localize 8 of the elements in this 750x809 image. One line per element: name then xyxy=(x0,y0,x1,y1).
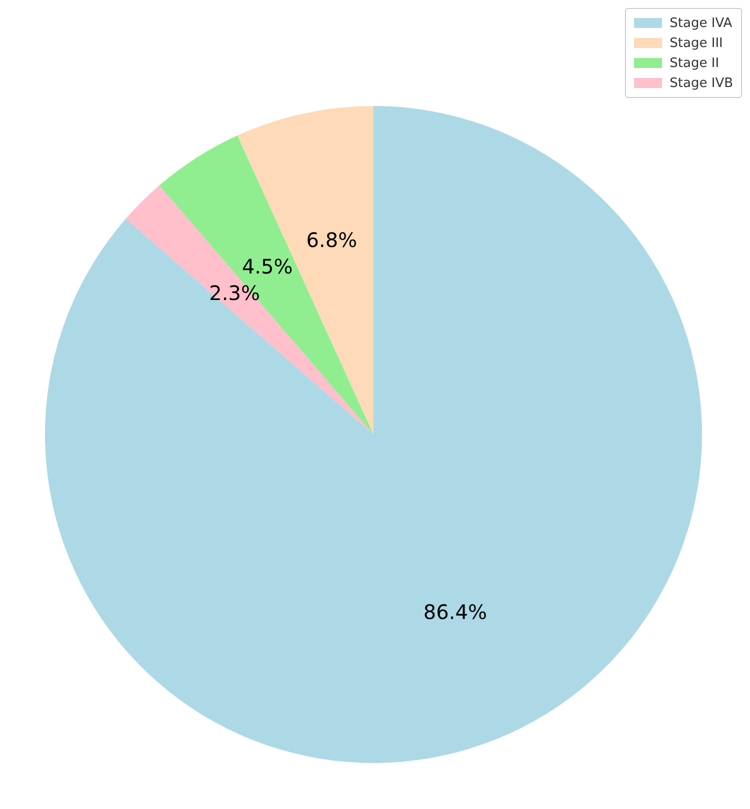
legend-label: Stage III xyxy=(670,36,723,50)
legend-label: Stage IVA xyxy=(670,16,732,30)
data-label: 6.8% xyxy=(306,228,358,252)
data-label: 86.4% xyxy=(423,600,487,624)
legend-label: Stage II xyxy=(670,56,720,70)
data-label: 4.5% xyxy=(242,254,293,279)
legend-label: Stage IVB xyxy=(670,76,733,90)
data-label: 2.3% xyxy=(209,280,260,305)
